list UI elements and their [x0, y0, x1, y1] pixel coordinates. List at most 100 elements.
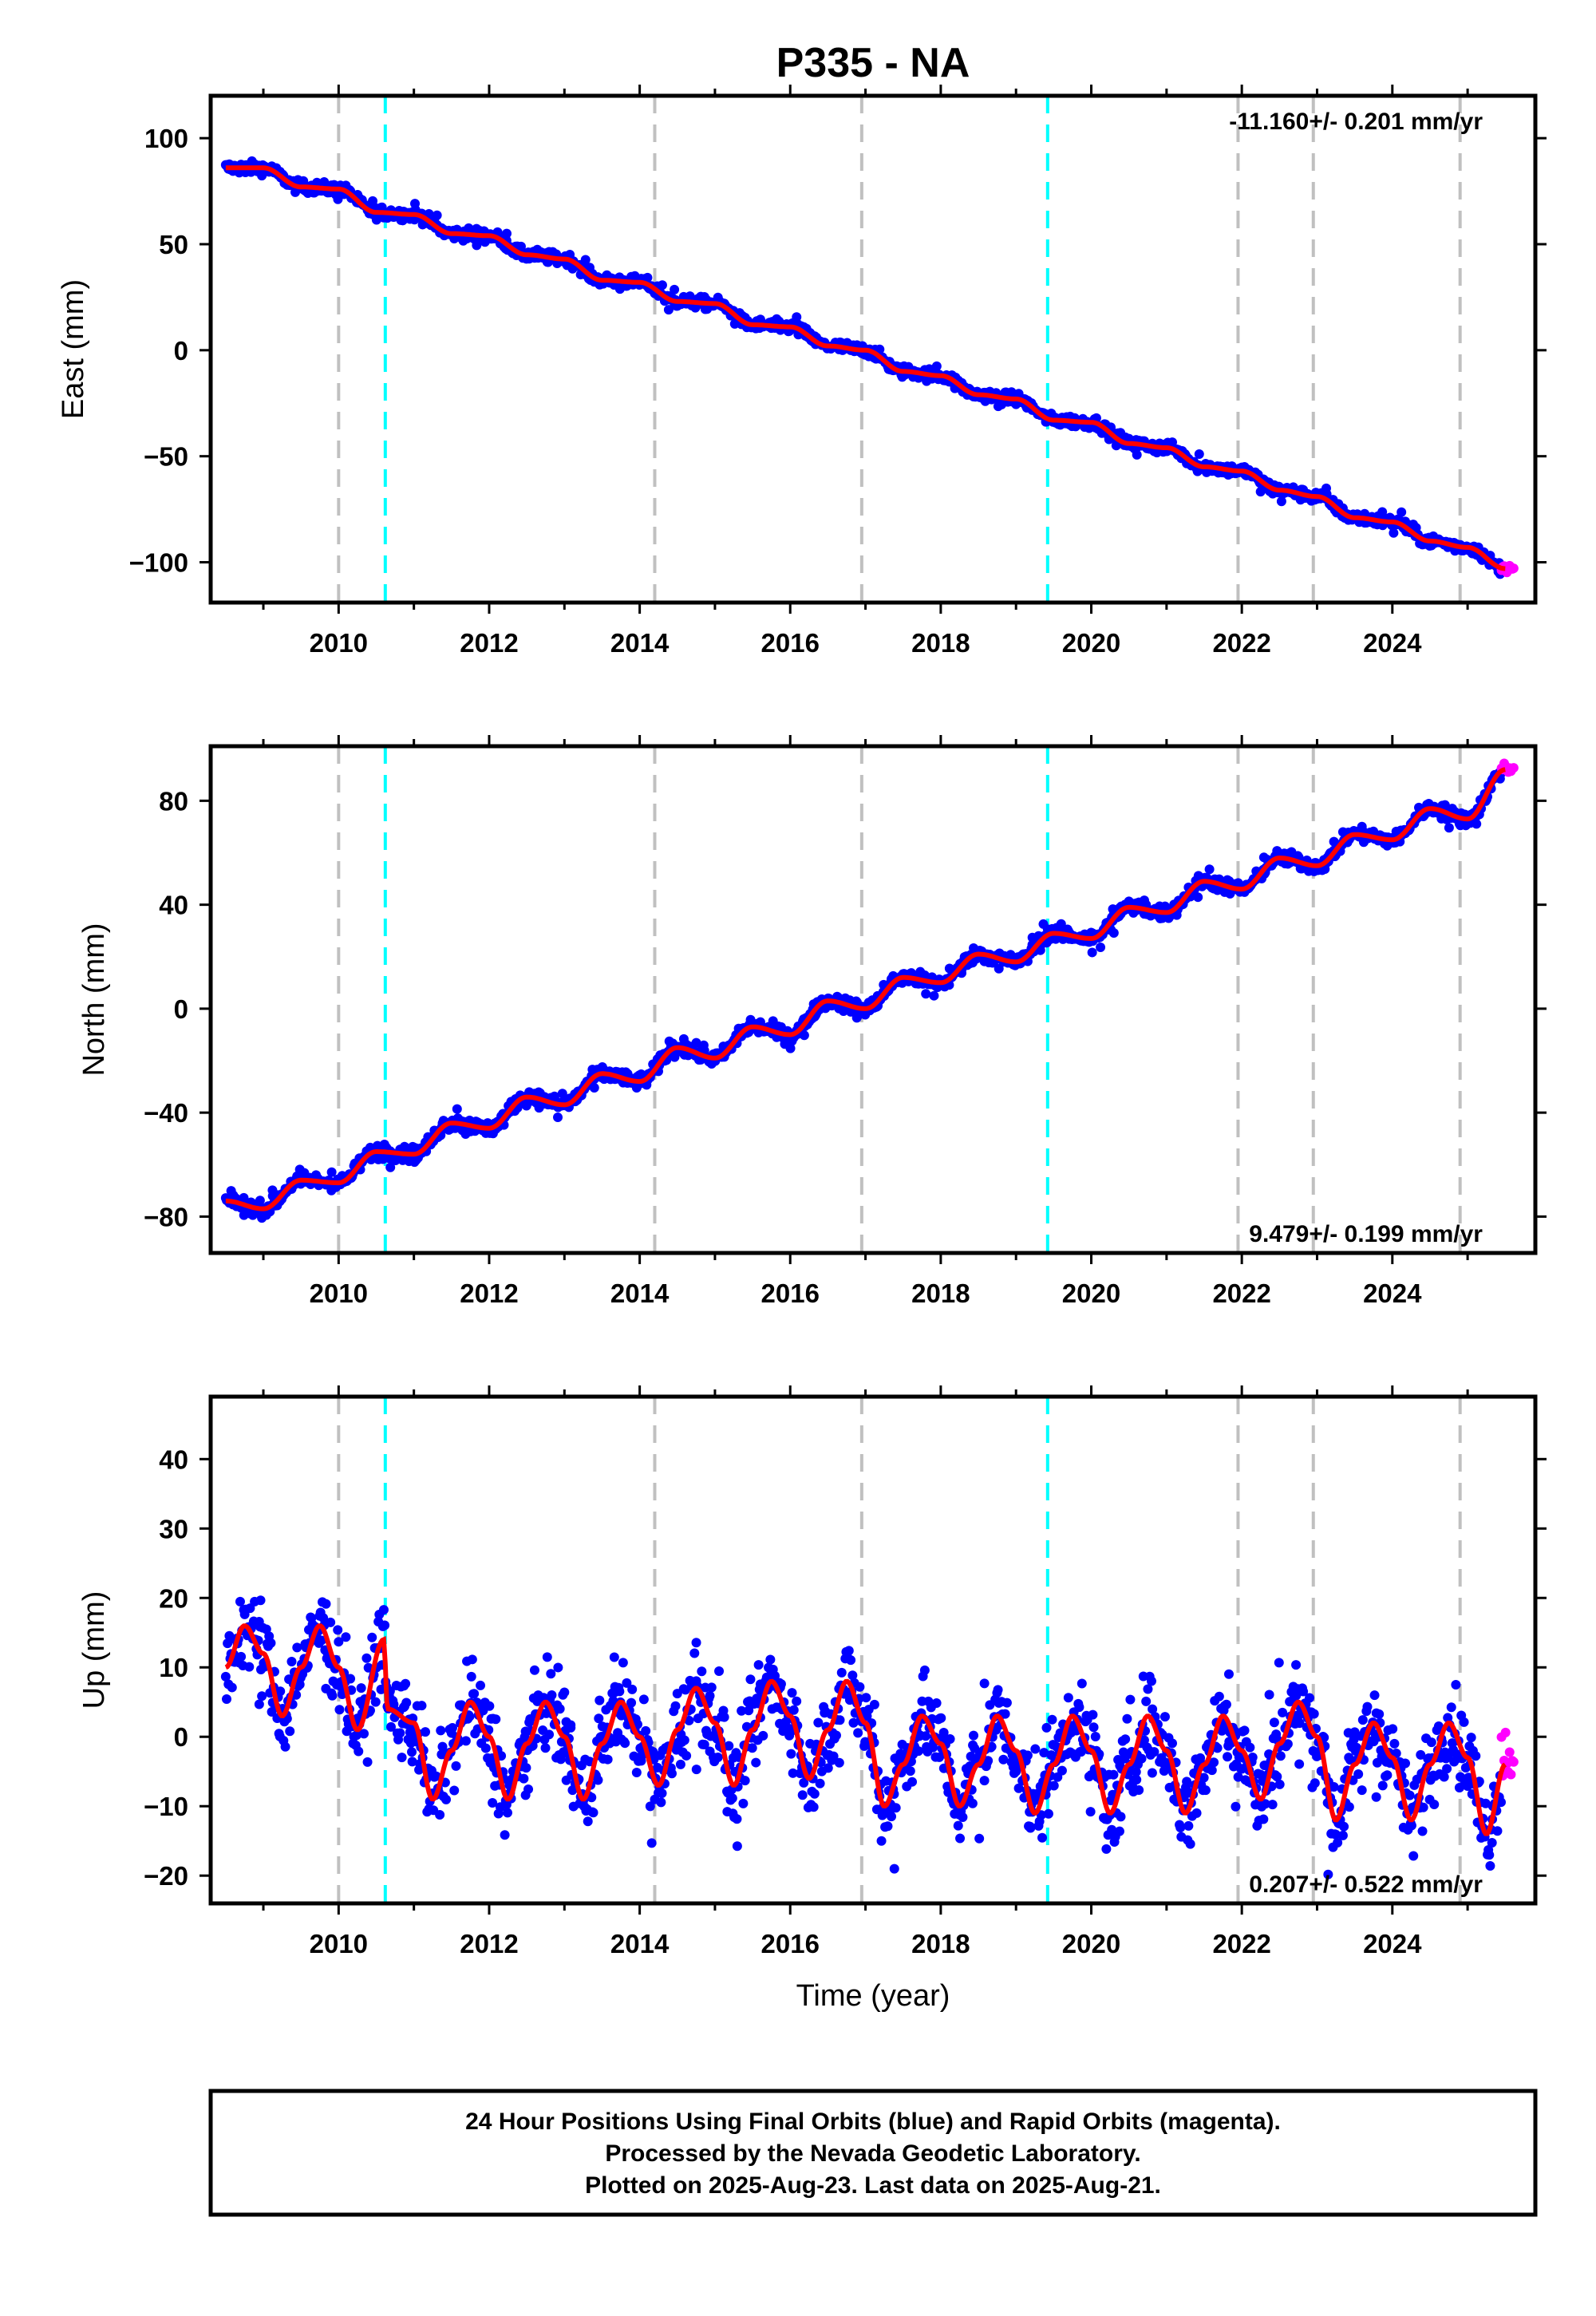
- final-orbit-point: [993, 401, 1003, 412]
- final-orbit-point: [744, 1705, 754, 1716]
- x-tick-label: 2012: [460, 1279, 518, 1308]
- model-curve: [224, 1623, 1507, 1836]
- y-axis-label: East (mm): [57, 279, 90, 419]
- final-orbit-point: [1221, 1699, 1231, 1709]
- final-orbit-point: [1049, 1780, 1059, 1791]
- final-orbit-point: [397, 1753, 407, 1763]
- final-orbit-point: [555, 1704, 565, 1714]
- final-orbit-point: [727, 1793, 737, 1804]
- rapid-orbit-points: [1496, 758, 1519, 777]
- final-orbit-point: [1207, 1765, 1217, 1776]
- final-orbit-point: [361, 1653, 372, 1663]
- final-orbit-point: [836, 1667, 847, 1678]
- final-orbit-point: [407, 1757, 417, 1767]
- final-orbit-point: [520, 1790, 531, 1800]
- final-orbit-point: [758, 1730, 768, 1741]
- final-orbit-point: [367, 1632, 377, 1642]
- x-tick-label: 2020: [1062, 1279, 1120, 1308]
- final-orbit-point: [334, 1705, 345, 1715]
- final-orbit-point: [1038, 919, 1049, 929]
- final-orbit-point: [1267, 1800, 1278, 1810]
- final-orbit-point: [460, 1128, 471, 1139]
- x-tick-label: 2022: [1212, 1929, 1270, 1958]
- final-orbit-point: [1136, 1753, 1147, 1764]
- final-orbit-point: [691, 1638, 701, 1648]
- model-curve: [225, 165, 1506, 571]
- final-orbit-point: [1374, 1709, 1385, 1719]
- final-orbit-point: [1132, 1775, 1142, 1785]
- final-orbit-point: [1114, 1826, 1124, 1836]
- final-orbit-point: [844, 1695, 855, 1705]
- final-orbit-point: [774, 316, 784, 326]
- final-orbit-point: [740, 1776, 750, 1786]
- final-orbit-point: [1120, 1734, 1131, 1745]
- final-orbit-point: [1309, 1709, 1319, 1719]
- final-orbit-point: [889, 1863, 899, 1874]
- final-orbit-point: [351, 1730, 361, 1741]
- final-orbit-point: [883, 1821, 893, 1832]
- final-orbit-point: [451, 1761, 461, 1771]
- final-orbit-point: [1013, 1783, 1024, 1793]
- final-orbit-point: [1108, 904, 1118, 915]
- final-orbit-point: [1439, 1772, 1449, 1782]
- final-orbit-point: [1148, 1704, 1158, 1714]
- x-tick-label: 2024: [1363, 628, 1422, 658]
- final-orbit-point: [1369, 826, 1379, 836]
- final-orbit-point: [1122, 1713, 1132, 1724]
- final-orbit-point: [1231, 1801, 1241, 1812]
- final-orbit-point: [1451, 1679, 1461, 1690]
- final-orbit-point: [1408, 1851, 1419, 1861]
- x-tick-label: 2016: [761, 628, 820, 658]
- final-orbit-point: [1389, 528, 1399, 538]
- final-orbit-point: [553, 1113, 563, 1123]
- final-orbit-point: [491, 1714, 501, 1725]
- final-orbit-point: [1276, 496, 1286, 507]
- final-orbit-point: [646, 1838, 657, 1848]
- final-orbit-point: [557, 1089, 567, 1099]
- final-orbit-point: [1344, 1753, 1354, 1763]
- final-orbit-point: [641, 1725, 651, 1736]
- final-orbit-point: [907, 1777, 918, 1787]
- final-orbit-point: [648, 1747, 658, 1757]
- final-orbit-point: [267, 1185, 278, 1196]
- final-orbit-point: [706, 1682, 717, 1693]
- final-orbit-point: [1408, 520, 1418, 530]
- final-orbit-point: [1101, 1844, 1112, 1854]
- final-orbit-point: [1025, 1821, 1035, 1832]
- final-orbit-point: [1088, 1709, 1098, 1720]
- final-orbit-point: [1191, 1808, 1202, 1818]
- up-plot-area: [220, 1397, 1519, 1903]
- final-orbit-point: [1116, 1812, 1126, 1822]
- final-orbit-point: [1353, 1769, 1364, 1780]
- final-orbit-point: [1305, 1693, 1315, 1703]
- final-orbit-point: [546, 1669, 556, 1679]
- y-tick-label: −10: [144, 1792, 188, 1821]
- final-orbit-point: [588, 1808, 598, 1818]
- final-orbit-point: [1362, 1701, 1373, 1712]
- final-orbit-point: [799, 1777, 809, 1788]
- final-orbit-point: [593, 1775, 603, 1785]
- final-orbit-point: [785, 1043, 796, 1053]
- final-orbit-point: [936, 1713, 946, 1723]
- final-orbit-point: [983, 1756, 994, 1766]
- final-orbit-point: [1076, 1747, 1086, 1757]
- final-orbit-point: [1000, 1709, 1010, 1719]
- y-tick-label: 30: [159, 1514, 188, 1543]
- final-orbit-point: [1400, 1758, 1411, 1769]
- final-orbit-point: [699, 1740, 709, 1750]
- final-orbit-point: [1077, 1678, 1087, 1689]
- final-orbit-point: [333, 1625, 343, 1635]
- final-orbit-point: [638, 1694, 649, 1705]
- velocity-rate-label: 0.207+/- 0.522 mm/yr: [1249, 1871, 1483, 1898]
- final-orbit-point: [1183, 1820, 1194, 1831]
- final-orbit-point: [1321, 483, 1331, 493]
- final-orbit-point: [466, 1671, 476, 1682]
- final-orbit-point: [809, 1788, 820, 1799]
- y-tick-label: 0: [174, 336, 188, 366]
- final-orbit-point: [1037, 1832, 1048, 1843]
- final-orbit-point: [931, 361, 942, 371]
- final-orbit-point: [566, 1722, 576, 1733]
- rapid-orbit-point: [1506, 1769, 1516, 1780]
- final-orbit-point: [1233, 1772, 1243, 1782]
- final-orbit-point: [788, 1705, 799, 1715]
